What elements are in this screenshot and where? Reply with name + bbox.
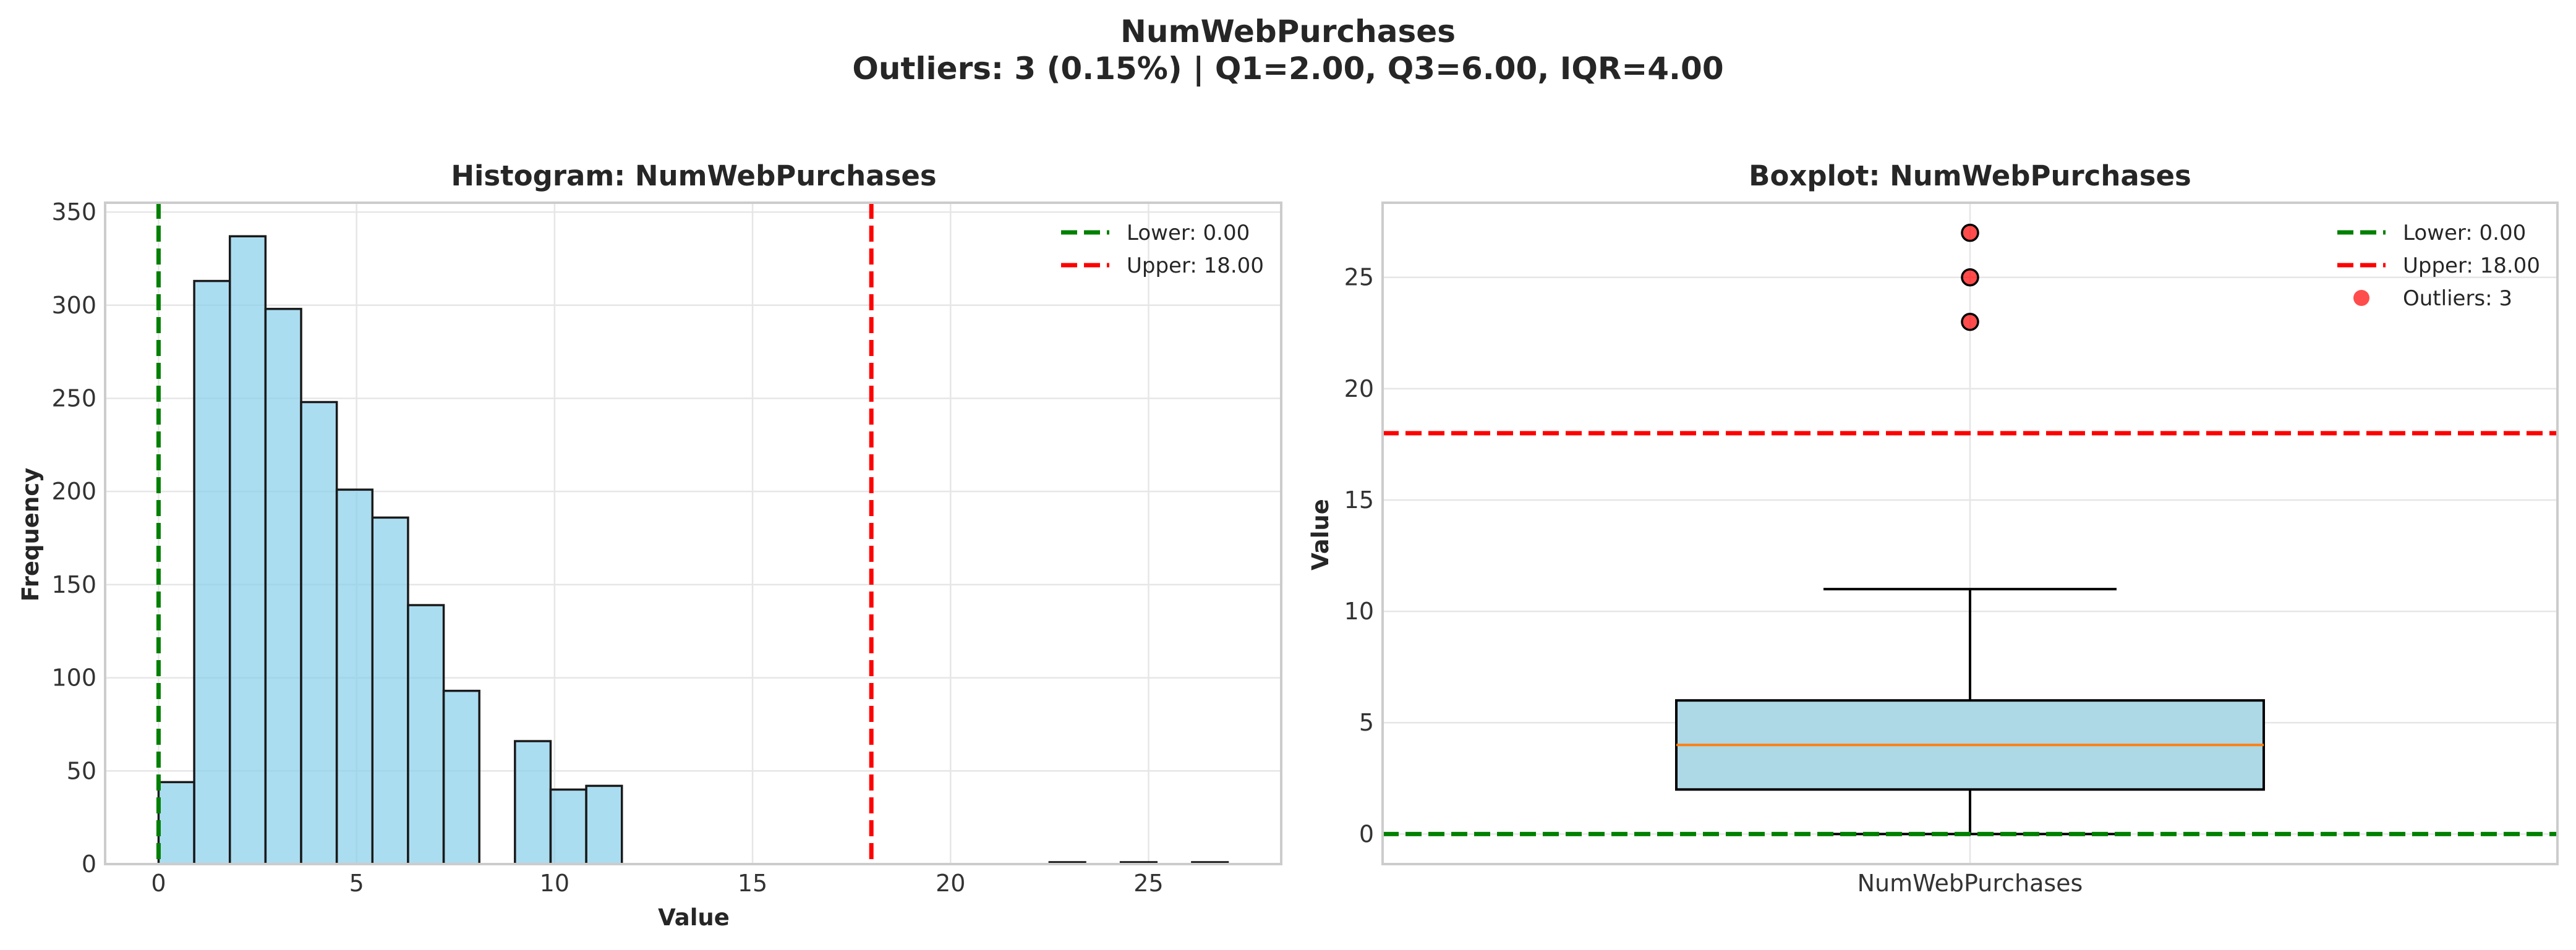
histogram-bar <box>335 488 374 865</box>
histogram-x-axis-label: Value <box>658 904 730 931</box>
legend-entry-label: Upper: 18.00 <box>1127 253 1264 278</box>
histogram-x-tick-label: 5 <box>349 870 364 897</box>
histogram-bar <box>407 604 445 865</box>
boxplot-body <box>1675 588 2265 836</box>
boxplot-y-tick-label: 20 <box>1344 375 1374 402</box>
histogram-bar <box>585 784 623 865</box>
figure-subtitle: Outliers: 3 (0.15%) | Q1=2.00, Q3=6.00, … <box>852 51 1723 87</box>
histogram-title: Histogram: NumWebPurchases <box>451 159 936 192</box>
histogram-x-tick-label: 0 <box>151 870 166 897</box>
histogram-bar <box>300 401 338 865</box>
boxplot-y-ticks: 0 5 10 15 20 25 <box>1344 264 1374 848</box>
legend-entry-label: Outliers: 3 <box>2403 286 2512 311</box>
histogram-threshold-lines <box>156 203 874 864</box>
boxplot-y-axis-label: Value <box>1307 499 1334 570</box>
legend-entry-label: Lower: 0.00 <box>2403 221 2526 245</box>
figure-title: NumWebPurchases <box>1120 14 1456 49</box>
histogram-bar <box>442 689 480 865</box>
boxplot-y-tick-label: 5 <box>1359 709 1374 736</box>
legend-marker-swatch <box>2353 290 2369 306</box>
histogram-legend: Lower: 0.00 Upper: 18.00 <box>1061 221 1264 278</box>
histogram-bars <box>157 235 1229 865</box>
legend-entry-label: Upper: 18.00 <box>2403 253 2540 278</box>
boxplot-panel: Boxplot: NumWebPurchases 0 5 10 15 20 25 NumW… <box>1307 159 2559 897</box>
histogram-y-axis-label: Frequency <box>17 468 44 602</box>
boxplot-y-tick-label: 15 <box>1344 486 1374 514</box>
boxplot-outliers <box>1961 223 1979 331</box>
histogram-panel: Histogram: NumWebPurchases 0 5 10 15 20 25 0 5… <box>17 159 1282 931</box>
boxplot-frame <box>1381 201 2559 865</box>
histogram-y-tick-label: 100 <box>51 664 96 692</box>
legend-entry-label: Lower: 0.00 <box>1127 221 1250 245</box>
histogram-bar <box>549 788 587 865</box>
boxplot-title: Boxplot: NumWebPurchases <box>1749 159 2191 192</box>
histogram-y-tick-label: 50 <box>67 757 96 784</box>
histogram-x-ticks: 0 5 10 15 20 25 <box>151 870 1163 897</box>
histogram-y-tick-label: 200 <box>51 478 96 505</box>
boxplot-legend: Lower: 0.00 Upper: 18.00 Outliers: 3 <box>2337 221 2540 311</box>
histogram-y-tick-label: 0 <box>82 850 96 878</box>
histogram-x-tick-label: 20 <box>936 870 965 897</box>
histogram-bar <box>157 781 195 865</box>
histogram-x-tick-label: 15 <box>738 870 767 897</box>
histogram-x-tick-label: 25 <box>1133 870 1163 897</box>
boxplot-outlier-point <box>1961 223 1979 242</box>
histogram-frame <box>104 201 1282 865</box>
histogram-bar <box>264 308 302 865</box>
boxplot-y-tick-label: 25 <box>1344 264 1374 291</box>
histogram-y-tick-label: 250 <box>51 384 96 412</box>
histogram-y-tick-label: 350 <box>51 198 96 226</box>
boxplot-outlier-point <box>1961 268 1979 287</box>
histogram-bar <box>371 516 409 865</box>
histogram-bar <box>514 740 552 865</box>
boxplot-outlier-point <box>1961 312 1979 331</box>
boxplot-y-tick-label: 10 <box>1344 598 1374 625</box>
histogram-bar <box>193 279 231 865</box>
boxplot-y-tick-label: 0 <box>1359 820 1374 847</box>
histogram-y-tick-label: 300 <box>51 292 96 319</box>
histogram-y-tick-label: 150 <box>51 571 96 598</box>
boxplot-threshold-lines <box>1383 431 2557 836</box>
histogram-bar <box>228 235 267 865</box>
boxplot-category-label: NumWebPurchases <box>1857 870 2083 897</box>
histogram-x-tick-label: 10 <box>540 870 569 897</box>
histogram-y-ticks: 0 50 100 150 200 250 300 350 <box>51 198 96 878</box>
